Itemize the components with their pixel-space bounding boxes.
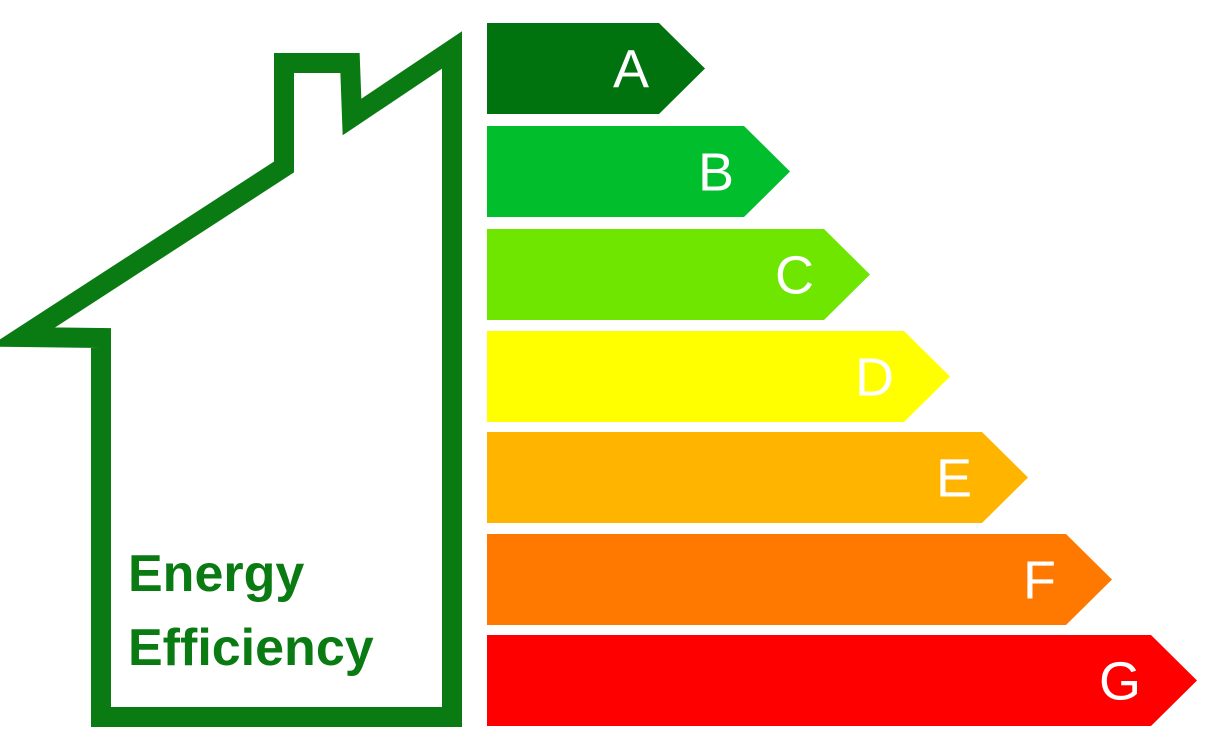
rating-bar-b [487,126,790,217]
rating-bar-g [487,635,1197,726]
rating-label-f: F [1023,551,1056,611]
rating-label-c: C [775,246,814,306]
rating-label-g: G [1099,652,1141,712]
rating-label-b: B [698,143,734,203]
house-outline [0,31,462,727]
rating-bar-e [487,432,1028,523]
rating-label-e: E [936,449,972,509]
title-line-efficiency: Efficiency [128,619,374,677]
title-line-energy: Energy [128,545,305,603]
rating-label-a: A [613,40,649,100]
rating-bar-c [487,229,870,320]
rating-bar-f [487,534,1112,625]
rating-bar-a [487,23,705,114]
rating-label-d: D [855,348,894,408]
rating-bar-d [487,331,950,422]
